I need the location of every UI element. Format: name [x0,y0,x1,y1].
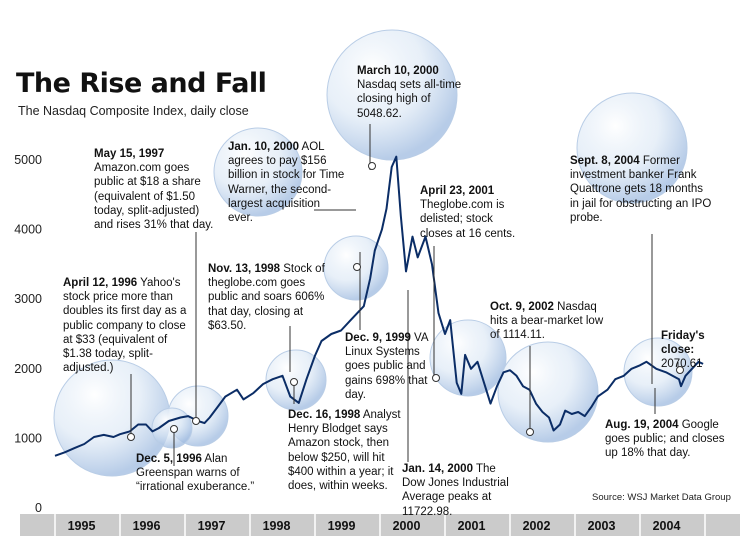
y-tick-label: 5000 [14,153,42,167]
annotation-text: The Dow Jones Industrial Average peaks a… [402,463,509,518]
y-tick-label: 0 [35,501,42,515]
annotation-blodget: Dec. 16, 1998 Analyst Henry Blodget says… [288,408,408,493]
annotation-quattrone: Sept. 8, 2004 Former investment banker F… [570,154,714,225]
event-marker [526,428,534,436]
annotation-date: Dec. 9, 1999 [345,332,411,344]
y-axis: 0 1000 2000 3000 4000 5000 [14,153,42,515]
event-marker [192,417,200,425]
annotation-date: Jan. 14, 2000 [402,463,473,475]
event-marker [290,378,298,386]
annotation-text: Theglobe.com is delisted; stock closes a… [420,199,516,240]
annotation-text: Google goes public; and closes up 18% th… [605,419,725,460]
series-line [54,155,704,457]
annotation-theglobe-delisted: April 23, 2001 Theglobe.com is delisted;… [420,184,524,241]
y-tick-label: 2000 [14,362,42,376]
y-tick-label: 3000 [14,292,42,306]
annotation-date: Nov. 13, 1998 [208,263,281,275]
annotation-date: Aug. 19, 2004 [605,419,679,431]
annotation-text: Former investment banker Frank Quattrone… [570,155,712,224]
event-marker [432,374,440,382]
annotation-aol-time-warner: Jan. 10, 2000 AOL agrees to pay $156 bil… [228,140,346,225]
y-tick-label: 4000 [14,223,42,237]
event-marker [127,433,135,441]
annotation-text: Amazon.com goes public at $18 a share (e… [94,162,214,232]
annotation-date: Dec. 16, 1998 [288,409,361,421]
annotation-google-ipo: Aug. 19, 2004 Google goes public; and cl… [605,418,731,461]
x-tick-label: 1998 [263,519,291,533]
x-tick-label: 2001 [458,519,486,533]
annotation-va-linux: Dec. 9, 1999 VA Linux Systems goes publi… [345,331,437,402]
series-line-layer [54,155,704,457]
annotation-text: Analyst Henry Blodget says Amazon stock,… [288,409,401,493]
x-tick-label: 1995 [68,519,96,533]
event-marker [676,366,684,374]
event-markers [127,162,684,441]
annotation-date: Dec. 5, 1996 [136,453,202,465]
bubbles-layer [53,29,693,477]
annotation-dow-peak: Jan. 14, 2000 The Dow Jones Industrial A… [402,462,520,519]
x-tick-label: 2000 [393,519,421,533]
y-tick-label: 1000 [14,431,42,445]
annotation-amazon-ipo: May 15, 1997 Amazon.com goes public at $… [94,147,220,232]
annotation-date: Jan. 10, 2000 [228,141,299,153]
bubble-decoration [497,341,599,443]
source-note: Source: WSJ Market Data Group [592,492,731,503]
annotation-text: AOL agrees to pay $156 billion in stock … [228,141,345,225]
x-tick-label: 2003 [588,519,616,533]
bubble-decoration [429,319,507,397]
annotation-date: Friday's close: [661,330,705,357]
bubble-decoration [623,337,693,407]
annotation-bear-market-low: Oct. 9, 2002 Nasdaq hits a bear-market l… [490,300,604,343]
annotation-date: March 10, 2000 [357,65,439,77]
event-marker [368,162,376,170]
annotation-greenspan: Dec. 5, 1996 Alan Greenspan warns of “ir… [136,452,270,495]
bubble-decoration [576,92,688,204]
bubble-decoration [326,29,458,161]
x-tick-label: 2002 [523,519,551,533]
annotation-text: 2070.61 [661,358,703,371]
x-tick-label: 1996 [133,519,161,533]
bubble-decoration [213,127,303,217]
annotation-text: Yahoo's stock price more than doubles it… [63,277,187,375]
annotation-date: Oct. 9, 2002 [490,301,554,313]
annotation-date: May 15, 1997 [94,148,165,160]
chart-subtitle: The Nasdaq Composite Index, daily close [18,104,249,118]
x-tick-label: 1997 [198,519,226,533]
event-marker [170,425,178,433]
annotation-date: April 23, 2001 [420,185,495,197]
annotation-date: April 12, 1996 [63,277,138,289]
annotation-text: VA Linux Systems goes public and gains 6… [345,332,428,401]
annotation-friday-close: Friday's close: 2070.61 [661,329,737,372]
x-tick-label: 1999 [328,519,356,533]
x-axis-band: 1995 1996 1997 1998 1999 2000 2001 2002 2003 2004 [20,514,740,536]
chart-title: The Rise and Fall [16,68,267,99]
annotation-nasdaq-peak: March 10, 2000 Nasdaq sets all-time clos… [357,64,467,121]
annotation-text: Alan Greenspan warns of “irrational exub… [136,453,255,494]
annotation-text: Nasdaq hits a bear-market low of 1114.11… [490,301,604,342]
annotation-date: Sept. 8, 2004 [570,155,640,167]
event-marker [353,263,361,271]
annotation-theglobe-ipo: Nov. 13, 1998 Stock of theglobe.com goes… [208,262,334,333]
annotation-text: Stock of theglobe.com goes public and so… [208,263,325,332]
annotation-yahoo-ipo: April 12, 1996 Yahoo's stock price more … [63,276,193,375]
annotation-text: Nasdaq sets all-time closing high of 504… [357,79,462,120]
x-tick-label: 2004 [653,519,681,533]
